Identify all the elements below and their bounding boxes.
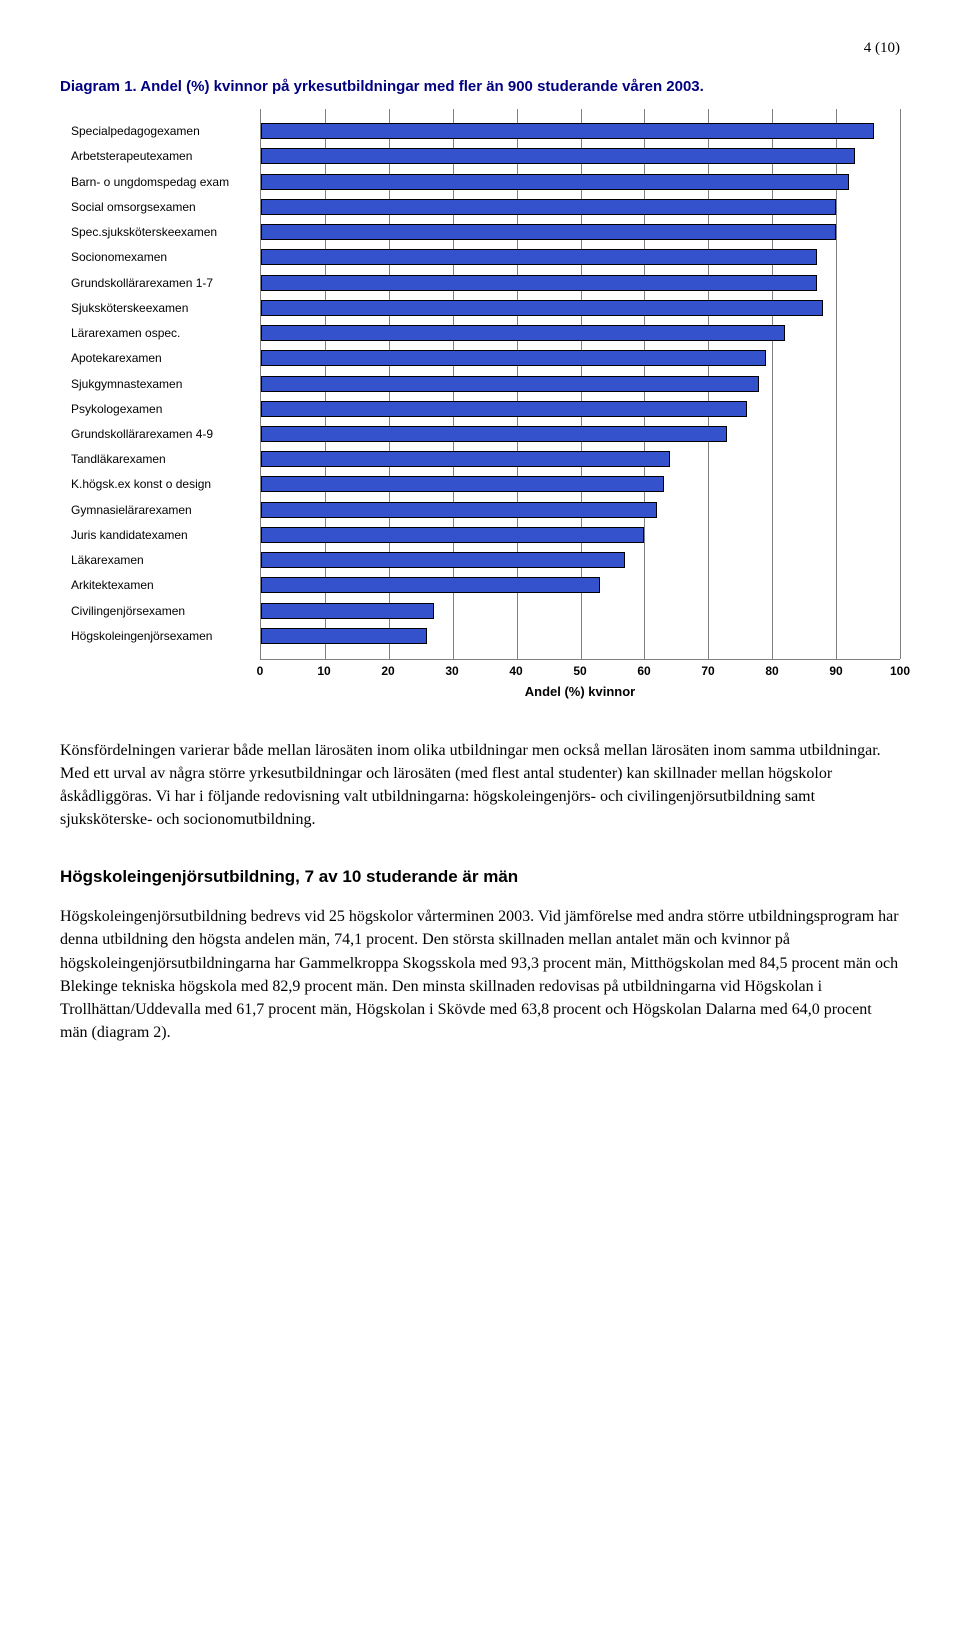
bar-row: Sjukgymnastexamen (261, 375, 900, 393)
bar-category-label: Tandläkarexamen (61, 450, 261, 468)
gridline (900, 109, 901, 659)
x-tick-label: 0 (257, 664, 264, 678)
x-tick-label: 10 (317, 664, 330, 678)
bar (261, 426, 727, 442)
bar-category-label: Lärarexamen ospec. (61, 324, 261, 342)
bar-category-label: Psykologexamen (61, 400, 261, 418)
bar (261, 376, 759, 392)
bar-category-label: Läkarexamen (61, 551, 261, 569)
bar-category-label: Grundskollärarexamen 4-9 (61, 425, 261, 443)
bar-row: Läkarexamen (261, 551, 900, 569)
bar (261, 300, 823, 316)
bar-row: Social omsorgsexamen (261, 198, 900, 216)
bar (261, 199, 836, 215)
bar-row: Arkitektexamen (261, 576, 900, 594)
bar-category-label: Arbetsterapeutexamen (61, 147, 261, 165)
x-tick-label: 90 (829, 664, 842, 678)
chart-title: Diagram 1. Andel (%) kvinnor på yrkesutb… (60, 77, 900, 97)
bar (261, 350, 766, 366)
bar-row: Specialpedagogexamen (261, 122, 900, 140)
bar (261, 628, 427, 644)
bar-category-label: Gymnasielärarexamen (61, 501, 261, 519)
bar-row: Socionomexamen (261, 248, 900, 266)
x-tick-label: 40 (509, 664, 522, 678)
bar-category-label: Apotekarexamen (61, 349, 261, 367)
x-axis-ticks: 0102030405060708090100 (260, 660, 900, 680)
bar-row: Civilingenjörsexamen (261, 602, 900, 620)
bar-category-label: Civilingenjörsexamen (61, 602, 261, 620)
x-tick-label: 60 (637, 664, 650, 678)
bar-row: Lärarexamen ospec. (261, 324, 900, 342)
x-tick-label: 20 (381, 664, 394, 678)
bar-row: Grundskollärarexamen 1-7 (261, 274, 900, 292)
bar (261, 174, 849, 190)
bar-row: Spec.sjuksköterskeexamen (261, 223, 900, 241)
bar-category-label: Högskoleingenjörsexamen (61, 627, 261, 645)
bar (261, 224, 836, 240)
bar-row: Apotekarexamen (261, 349, 900, 367)
bar-row: Psykologexamen (261, 400, 900, 418)
bar (261, 577, 600, 593)
bar-row: K.högsk.ex konst o design (261, 475, 900, 493)
bar (261, 123, 874, 139)
bar (261, 249, 817, 265)
page-number: 4 (10) (60, 40, 900, 57)
bar (261, 527, 644, 543)
bar (261, 148, 855, 164)
bar-row: Arbetsterapeutexamen (261, 147, 900, 165)
bar-row: Tandläkarexamen (261, 450, 900, 468)
bar (261, 552, 625, 568)
bar (261, 603, 434, 619)
x-axis-label: Andel (%) kvinnor (260, 684, 900, 699)
bar (261, 502, 657, 518)
x-tick-label: 30 (445, 664, 458, 678)
bar-category-label: Sjuksköterskeexamen (61, 299, 261, 317)
bar-category-label: Sjukgymnastexamen (61, 375, 261, 393)
bar-row: Juris kandidatexamen (261, 526, 900, 544)
bar-category-label: Social omsorgsexamen (61, 198, 261, 216)
bar (261, 401, 747, 417)
x-tick-label: 50 (573, 664, 586, 678)
bar-category-label: Grundskollärarexamen 1-7 (61, 274, 261, 292)
bar-category-label: Arkitektexamen (61, 576, 261, 594)
bar-category-label: Specialpedagogexamen (61, 122, 261, 140)
bar-row: Gymnasielärarexamen (261, 501, 900, 519)
bar-row: Sjuksköterskeexamen (261, 299, 900, 317)
bar-category-label: Juris kandidatexamen (61, 526, 261, 544)
section-heading: Högskoleingenjörsutbildning, 7 av 10 stu… (60, 867, 900, 887)
chart-area: SpecialpedagogexamenArbetsterapeutexamen… (60, 109, 900, 699)
bar-row: Högskoleingenjörsexamen (261, 627, 900, 645)
bar (261, 325, 785, 341)
bar-category-label: K.högsk.ex konst o design (61, 475, 261, 493)
bar (261, 275, 817, 291)
body-paragraph-2: Högskoleingenjörsutbildning bedrevs vid … (60, 905, 900, 1044)
body-paragraph-1: Könsfördelningen varierar både mellan lä… (60, 739, 900, 832)
bar-row: Grundskollärarexamen 4-9 (261, 425, 900, 443)
bar-category-label: Barn- o ungdomspedag exam (61, 173, 261, 191)
bar-category-label: Spec.sjuksköterskeexamen (61, 223, 261, 241)
bar (261, 476, 664, 492)
x-tick-label: 80 (765, 664, 778, 678)
bar (261, 451, 670, 467)
x-tick-label: 100 (890, 664, 910, 678)
chart-plot: Specialpedagogexamen Arbetsterapeutexamen… (260, 109, 900, 660)
bar-category-label: Socionomexamen (61, 248, 261, 266)
x-tick-label: 70 (701, 664, 714, 678)
bar-row: Barn- o ungdomspedag exam (261, 173, 900, 191)
